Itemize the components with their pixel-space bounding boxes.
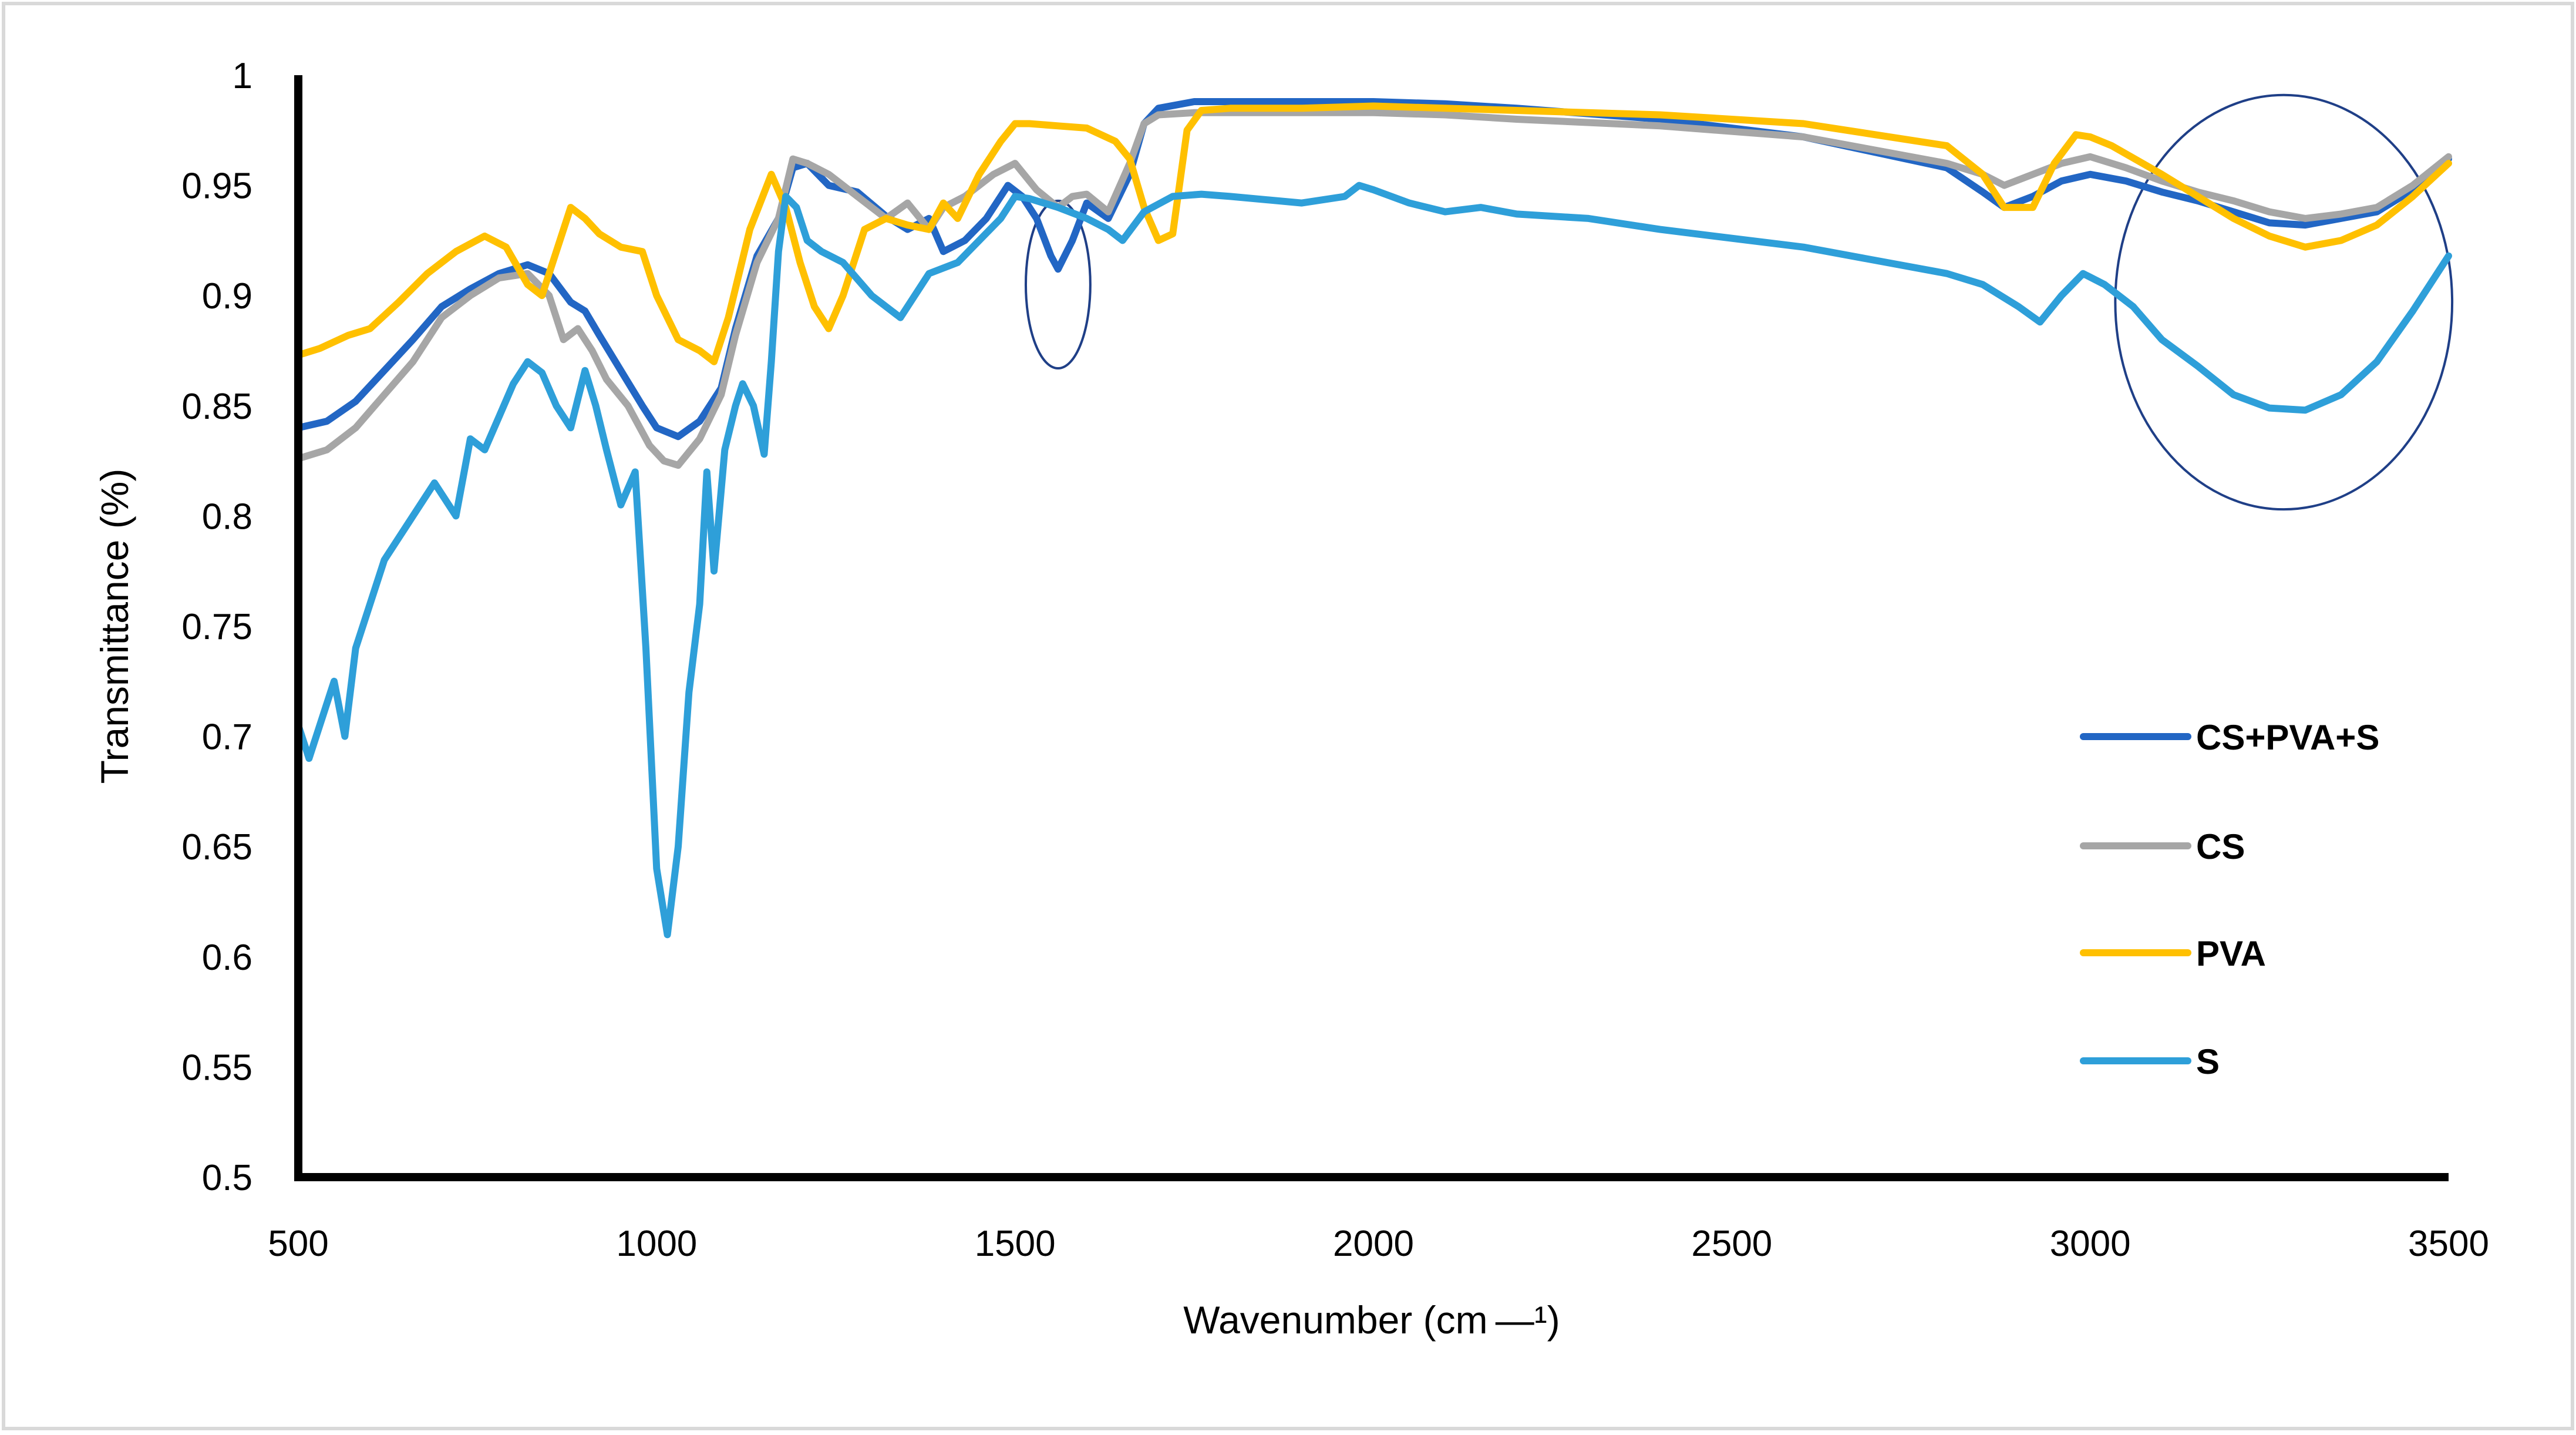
x-axis-title: Wavenumber (cm —¹) bbox=[1183, 1298, 1560, 1342]
y-tick-label: 0.75 bbox=[181, 607, 252, 647]
y-tick-label: 0.65 bbox=[181, 827, 252, 868]
series-line-s bbox=[295, 182, 2452, 939]
annotation-layer bbox=[1024, 93, 2454, 511]
y-tick-label: 0.8 bbox=[202, 496, 252, 537]
y-tick-label: 1 bbox=[233, 56, 252, 96]
x-tick-label: 3000 bbox=[2050, 1224, 2131, 1264]
x-tick-label: 500 bbox=[268, 1224, 328, 1264]
series-layer bbox=[295, 98, 2452, 939]
y-tick-label: 0.9 bbox=[202, 276, 252, 317]
series-line-pva bbox=[295, 102, 2452, 365]
y-tick-label: 0.55 bbox=[181, 1047, 252, 1088]
legend-label: PVA bbox=[2196, 934, 2266, 973]
y-tick-label: 0.7 bbox=[202, 717, 252, 758]
legend-label: CS bbox=[2196, 827, 2245, 866]
y-tick-label: 0.95 bbox=[181, 166, 252, 207]
x-tick-labels: 500 1000 1500 2000 2500 3000 3500 bbox=[268, 1224, 2489, 1264]
y-tick-labels: 0.5 0.55 0.6 0.65 0.7 0.75 0.8 0.85 0.9 0.95 1 bbox=[181, 56, 252, 1198]
legend: CS+PVA+S CS PVA S bbox=[2080, 718, 2379, 1081]
y-axis-title: Transmittance (%) bbox=[93, 469, 136, 784]
legend-label: S bbox=[2196, 1042, 2220, 1081]
highlight-ellipse-1 bbox=[1024, 199, 1092, 370]
x-tick-label: 2500 bbox=[1691, 1224, 1772, 1264]
x-tick-label: 1500 bbox=[975, 1224, 1056, 1264]
y-tick-label: 0.5 bbox=[202, 1158, 252, 1198]
y-tick-label: 0.85 bbox=[181, 387, 252, 427]
series-line-cs bbox=[295, 109, 2452, 469]
x-tick-label: 3500 bbox=[2408, 1224, 2489, 1264]
x-tick-label: 2000 bbox=[1333, 1224, 1414, 1264]
x-tick-label: 1000 bbox=[616, 1224, 697, 1264]
highlight-ellipse-2 bbox=[2114, 93, 2454, 511]
legend-label: CS+PVA+S bbox=[2196, 718, 2379, 757]
y-tick-label: 0.6 bbox=[202, 937, 252, 978]
